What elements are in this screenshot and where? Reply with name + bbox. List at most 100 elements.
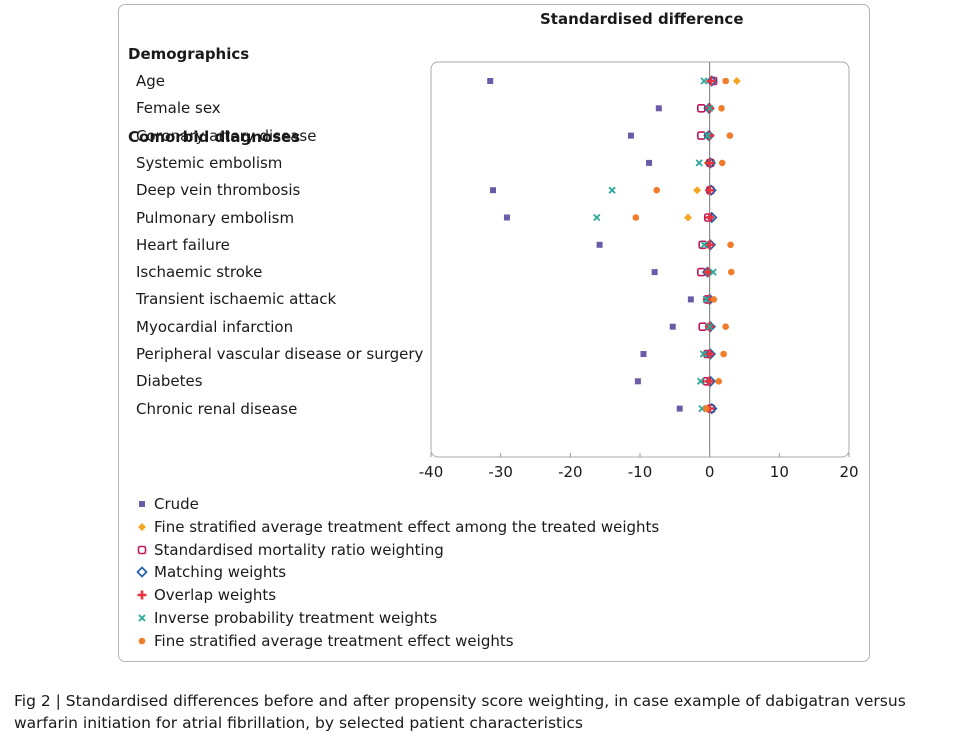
chart-panel <box>118 4 870 662</box>
data-point-plus <box>705 240 715 250</box>
data-point-square <box>596 241 603 248</box>
data-point-open-diamond <box>705 184 717 196</box>
legend-item: Crude <box>134 494 199 514</box>
legend-item: Fine stratified average treatment effect… <box>134 631 514 651</box>
data-point-diamond <box>693 186 702 195</box>
x-tick-label: 0 <box>704 463 715 481</box>
data-point-plus <box>705 185 715 195</box>
data-point-x <box>608 186 616 194</box>
data-point-diamond <box>684 213 693 222</box>
legend-item: Fine stratified average treatment effect… <box>134 517 659 537</box>
square-marker-icon <box>139 501 145 507</box>
data-point-x <box>706 104 714 112</box>
legend-item: Overlap weights <box>134 585 276 605</box>
plot-area <box>430 61 850 458</box>
data-point-plus <box>705 158 715 168</box>
row-label: Myocardial infarction <box>136 317 294 336</box>
data-point-circle <box>710 296 718 303</box>
data-point-x <box>709 268 717 276</box>
data-point-square <box>676 405 683 412</box>
legend-label: Fine stratified average treatment effect… <box>154 517 660 536</box>
data-point-circle <box>722 323 729 331</box>
data-point-x <box>702 295 710 304</box>
data-point-circle <box>702 405 710 412</box>
legend-item: Inverse probability treatment weights <box>134 608 437 628</box>
row-label: Transient ischaemic attack <box>136 290 337 309</box>
data-point-x <box>699 350 708 358</box>
data-point-open-diamond <box>704 375 717 388</box>
data-point-circle <box>718 159 726 167</box>
legend-item: Standardised mortality ratio weighting <box>134 540 444 560</box>
data-point-x <box>700 241 708 249</box>
plus-marker-icon <box>137 590 147 600</box>
open-square-marker-icon <box>137 545 147 554</box>
data-point-circle <box>727 241 734 249</box>
data-points <box>487 75 741 415</box>
circle-marker-icon <box>138 637 146 645</box>
legend-label: Matching weights <box>154 563 287 582</box>
row-label: Deep vein thrombosis <box>136 181 301 200</box>
section-label: Comorbid diagnoses <box>128 128 301 146</box>
x-tick-label: -30 <box>488 463 513 481</box>
data-point-x <box>696 377 705 385</box>
data-point-x <box>700 77 708 85</box>
data-point-square <box>640 351 647 357</box>
section-label: Demographics <box>128 45 250 63</box>
row-label: Ischaemic stroke <box>136 263 263 282</box>
open-diamond-marker-icon <box>136 566 148 579</box>
row-label: Systemic embolism <box>136 153 283 172</box>
data-point-circle <box>715 378 723 385</box>
x-tick-label: -40 <box>418 463 444 481</box>
figure-caption: Fig 2 | Standardised differences before … <box>14 692 906 732</box>
x-tick-label: -20 <box>558 463 583 481</box>
row-label: Pulmonary embolism <box>136 208 295 227</box>
data-point-x <box>703 131 712 140</box>
data-point-square <box>634 378 641 385</box>
data-point-circle <box>726 132 734 139</box>
data-point-square <box>487 78 494 84</box>
data-point-square <box>669 323 676 330</box>
data-point-square <box>503 214 510 221</box>
row-label: Age <box>136 72 166 90</box>
data-point-x <box>706 323 714 331</box>
data-point-square <box>490 187 497 194</box>
data-point-circle <box>722 77 729 85</box>
data-point-square <box>655 105 662 112</box>
row-label: Diabetes <box>136 372 203 391</box>
legend-label: Crude <box>154 495 199 513</box>
row-label: Female sex <box>136 99 221 118</box>
x-axis-ticks <box>430 453 850 457</box>
row-label: Peripheral vascular disease or surgery <box>136 345 424 363</box>
x-tick-label: -10 <box>627 463 653 481</box>
data-point-square <box>627 132 634 139</box>
data-point-square <box>646 159 653 166</box>
data-point-plus <box>705 213 715 222</box>
data-point-circle <box>632 214 640 221</box>
legend-label: Inverse probability treatment weights <box>154 609 438 627</box>
legend-label: Standardised mortality ratio weighting <box>154 540 444 559</box>
data-point-x <box>695 159 703 167</box>
data-point-circle <box>718 105 725 112</box>
legend-label: Overlap weights <box>154 586 277 605</box>
data-point-circle <box>653 186 661 194</box>
row-label: Chronic renal disease <box>136 399 298 418</box>
data-point-circle <box>720 350 727 358</box>
data-point-plus <box>704 376 714 386</box>
data-point-x <box>593 213 601 222</box>
legend-label: Fine stratified average treatment effect… <box>154 631 514 650</box>
row-label: Heart failure <box>136 235 230 254</box>
data-point-plus <box>706 76 716 86</box>
data-point-diamond <box>732 77 741 85</box>
chart-title: Standardised difference <box>540 10 744 28</box>
legend-item: Matching weights <box>134 562 286 582</box>
data-point-square <box>687 296 694 303</box>
data-point-plus <box>705 349 715 359</box>
x-tick-label: 20 <box>839 463 859 481</box>
diamond-marker-icon <box>138 522 146 531</box>
data-point-circle <box>727 268 735 276</box>
row-label: Coronary artery disease <box>136 126 317 145</box>
data-point-plus <box>703 267 713 277</box>
x-tick-label: 10 <box>769 463 789 481</box>
x-marker-icon <box>138 614 146 622</box>
